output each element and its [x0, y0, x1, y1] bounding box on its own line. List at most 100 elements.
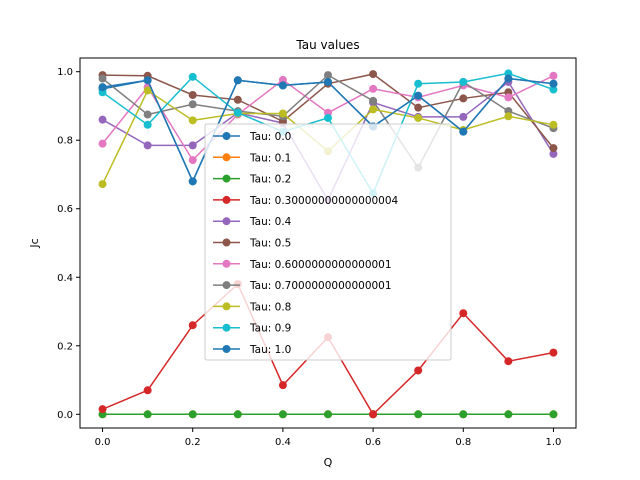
- legend-label: Tau: 0.0: [249, 131, 291, 143]
- legend-label: Tau: 1.0: [249, 344, 291, 356]
- data-point: [414, 79, 423, 88]
- y-tick-label: 0.4: [57, 273, 73, 284]
- data-point: [414, 113, 423, 122]
- x-tick-label: 0.6: [365, 437, 381, 448]
- data-point: [278, 75, 287, 84]
- data-point: [98, 405, 107, 414]
- legend-label: Tau: 0.8: [249, 301, 291, 313]
- x-tick-label: 0.4: [275, 437, 291, 448]
- data-point: [324, 71, 332, 80]
- data-point: [369, 96, 378, 105]
- legend-entry: Tau: 0.30000000000000004: [213, 195, 399, 207]
- data-point: [143, 76, 152, 85]
- chart-title: Tau values: [295, 38, 359, 52]
- data-point: [459, 94, 468, 103]
- data-point: [278, 109, 287, 118]
- plot-series: [98, 69, 558, 419]
- data-point: [549, 348, 558, 357]
- data-point: [369, 70, 378, 79]
- legend-marker: [222, 259, 231, 268]
- data-point: [143, 410, 152, 419]
- data-point: [233, 76, 242, 85]
- legend-entry: Tau: 0.1: [213, 152, 291, 164]
- legend-entry: Tau: 0.0: [213, 131, 291, 143]
- data-point: [143, 86, 152, 95]
- y-tick-label: 0.8: [57, 136, 73, 147]
- legend-marker: [222, 323, 231, 332]
- data-point: [459, 112, 468, 121]
- x-tick-label: 1.0: [546, 437, 562, 448]
- data-point: [369, 84, 378, 93]
- data-point: [98, 139, 107, 148]
- data-point: [188, 410, 197, 419]
- data-point: [188, 177, 197, 186]
- legend-label: Tau: 0.2: [249, 174, 291, 186]
- y-tick-label: 1.0: [57, 67, 73, 78]
- data-point: [98, 180, 107, 189]
- data-point: [143, 120, 152, 129]
- data-point: [233, 410, 242, 419]
- x-tick-label: 0.0: [95, 437, 111, 448]
- legend-entry: Tau: 0.4: [213, 216, 292, 228]
- data-point: [549, 144, 558, 153]
- data-point: [459, 410, 468, 419]
- data-point: [188, 156, 197, 165]
- data-point: [504, 93, 513, 102]
- data-point: [98, 74, 107, 83]
- legend-marker: [222, 302, 231, 311]
- data-point: [278, 410, 287, 419]
- data-point: [549, 149, 558, 158]
- series-2: [98, 410, 558, 419]
- legend-entry: Tau: 1.0: [213, 344, 291, 356]
- data-point: [143, 110, 152, 119]
- y-tick-label: 0.2: [57, 341, 73, 352]
- y-tick-label: 0.0: [57, 410, 73, 421]
- data-point: [188, 116, 197, 125]
- data-point: [504, 112, 513, 121]
- data-point: [324, 113, 332, 122]
- x-tick-label: 0.2: [185, 437, 201, 448]
- legend-marker: [222, 238, 231, 247]
- data-point: [188, 72, 197, 81]
- x-axis-label: Q: [324, 456, 333, 469]
- data-point: [549, 120, 558, 129]
- data-point: [233, 108, 242, 117]
- data-point: [98, 115, 107, 124]
- legend: Tau: 0.0 Tau: 0.1 Tau: 0.2 Tau: 0.300000000…: [204, 123, 452, 361]
- x-tick-label: 0.8: [455, 437, 471, 448]
- data-point: [98, 83, 107, 92]
- data-point: [324, 410, 332, 419]
- data-point: [369, 105, 378, 114]
- legend-marker: [222, 132, 231, 140]
- legend-marker: [222, 153, 231, 162]
- data-point: [414, 103, 423, 112]
- data-point: [504, 357, 513, 366]
- legend-entry: Tau: 0.5: [213, 238, 291, 250]
- data-point: [414, 91, 423, 100]
- y-axis-ticks: 0.0 0.2 0.4 0.6 0.8 1.0: [57, 67, 80, 421]
- data-point: [549, 410, 558, 419]
- axes-frame: [79, 57, 577, 429]
- legend-marker: [222, 345, 231, 353]
- legend-entries: Tau: 0.0 Tau: 0.1 Tau: 0.2 Tau: 0.300000000…: [213, 131, 399, 356]
- legend-entry: Tau: 0.8: [213, 301, 291, 313]
- data-point: [459, 77, 468, 86]
- legend-marker: [222, 281, 231, 290]
- series-10: [98, 74, 558, 186]
- y-tick-label: 0.6: [57, 204, 73, 215]
- legend-entry: Tau: 0.2: [213, 174, 291, 186]
- data-point: [369, 410, 378, 419]
- legend-label: Tau: 0.30000000000000004: [249, 195, 399, 207]
- data-point: [233, 95, 242, 104]
- legend-marker: [222, 217, 231, 226]
- data-point: [414, 366, 423, 375]
- data-point: [324, 77, 332, 86]
- legend-label: Tau: 0.4: [249, 216, 292, 228]
- data-point: [188, 100, 197, 109]
- data-point: [188, 91, 197, 99]
- legend-marker: [222, 174, 231, 183]
- data-point: [459, 127, 468, 136]
- data-point: [188, 141, 197, 150]
- data-point: [143, 386, 152, 395]
- data-point: [143, 141, 152, 150]
